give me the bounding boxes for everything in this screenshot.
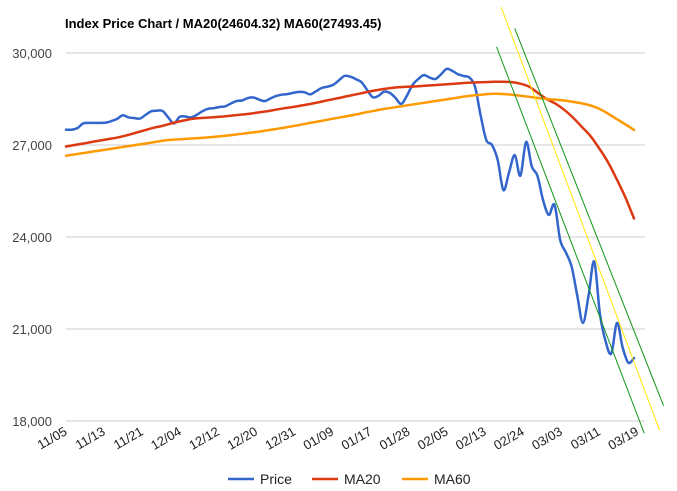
x-tick-label: 12/31 [262, 424, 298, 453]
legend: Price MA20 MA60 [228, 471, 471, 487]
y-tick-label: 30,000 [12, 46, 52, 61]
legend-label: MA60 [434, 471, 471, 487]
trend-line-upper [514, 28, 665, 406]
x-tick-label: 01/17 [339, 424, 375, 453]
chart-title: Index Price Chart / MA20(24604.32) MA60(… [65, 16, 382, 31]
x-tick-label: 01/28 [377, 424, 413, 453]
series-line-ma60 [64, 92, 636, 157]
y-tick-label: 21,000 [12, 322, 52, 337]
trend-channel [496, 6, 665, 434]
x-tick-label: 02/24 [491, 424, 527, 453]
x-tick-label: 03/19 [605, 424, 641, 453]
trend-line-center [500, 6, 661, 431]
y-axis-ticks: 30,000 27,000 24,000 21,000 18,000 [12, 46, 52, 429]
x-tick-label: 02/05 [415, 424, 451, 453]
legend-item-ma20[interactable]: MA20 [312, 471, 381, 487]
x-tick-label: 12/12 [186, 424, 222, 453]
legend-item-price[interactable]: Price [228, 471, 292, 487]
x-tick-label: 03/11 [568, 424, 603, 453]
x-tick-label: 12/20 [224, 424, 260, 453]
x-tick-label: 11/21 [111, 424, 146, 453]
x-tick-label: 01/09 [301, 424, 337, 453]
x-tick-label: 11/13 [73, 424, 108, 453]
x-tick-label: 12/04 [148, 424, 184, 453]
series-line-ma20 [64, 80, 636, 220]
y-tick-label: 18,000 [12, 414, 52, 429]
gridlines [66, 52, 645, 422]
legend-label: Price [260, 471, 292, 487]
y-tick-label: 24,000 [12, 230, 52, 245]
series-lines [64, 67, 636, 365]
x-tick-label: 03/03 [529, 424, 565, 453]
trend-line-lower [496, 46, 645, 434]
legend-item-ma60[interactable]: MA60 [402, 471, 471, 487]
legend-label: MA20 [344, 471, 381, 487]
y-tick-label: 27,000 [12, 138, 52, 153]
series-line-price [64, 67, 636, 365]
x-tick-label: 02/13 [453, 424, 489, 453]
x-axis-ticks: 11/05 11/13 11/21 12/04 12/12 12/20 12/31 01/09… [35, 424, 641, 453]
